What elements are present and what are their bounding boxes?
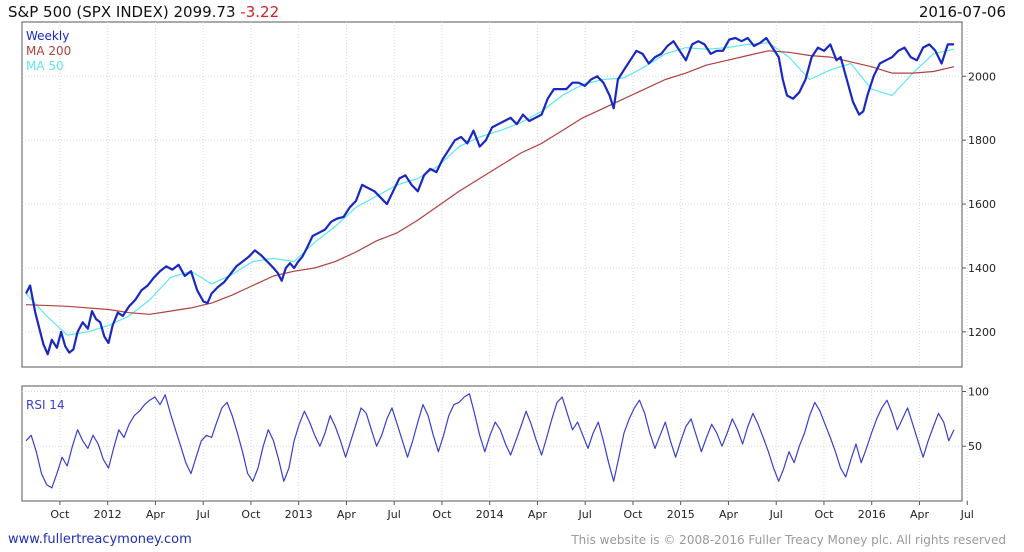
x-tick-label: Oct: [50, 508, 70, 521]
x-tick-label: 2013: [285, 508, 313, 521]
x-tick-label: Apr: [910, 508, 930, 521]
y-tick-label: 50: [968, 440, 982, 453]
legend-entry: MA 200: [26, 44, 71, 58]
x-tick-label: Oct: [814, 508, 834, 521]
copyright-notice: This website is © 2008-2016 Fuller Treac…: [571, 533, 1006, 547]
x-tick-label: Oct: [623, 508, 643, 521]
x-tick-label: Apr: [337, 508, 357, 521]
x-tick-label: Oct: [432, 508, 452, 521]
y-tick-label: 1800: [968, 134, 996, 147]
chart-title: S&P 500 (SPX INDEX) 2099.73 -3.22: [8, 3, 279, 21]
legend-entry: RSI 14: [26, 398, 65, 412]
y-tick-label: 1200: [968, 326, 996, 339]
y-tick-label: 2000: [968, 70, 996, 83]
chart-date: 2016-07-06: [918, 3, 1006, 21]
price-change: -3.22: [240, 3, 280, 21]
series-line-weekly: [25, 36, 954, 356]
x-tick-label: 2015: [667, 508, 695, 521]
x-tick-label: Jul: [960, 508, 974, 521]
y-tick-label: 1400: [968, 262, 996, 275]
x-tick-label: Apr: [719, 508, 739, 521]
symbol-name: S&P 500 (SPX INDEX): [8, 3, 169, 21]
y-tick-label: 100: [968, 385, 989, 398]
x-tick-label: 2012: [94, 508, 122, 521]
series-line-rsi-14: [25, 393, 955, 489]
last-price: 2099.73: [173, 3, 236, 21]
x-tick-label: Apr: [528, 508, 548, 521]
panel-frame-1: [21, 385, 963, 502]
legend-entry: Weekly: [26, 29, 69, 43]
x-tick-label: Apr: [146, 508, 166, 521]
y-tick-label: 1600: [968, 198, 996, 211]
x-tick-label: 2016: [858, 508, 886, 521]
x-tick-label: Jul: [387, 508, 401, 521]
x-tick-label: 2014: [476, 508, 504, 521]
x-tick-label: Oct: [241, 508, 261, 521]
series-line-ma-200: [25, 50, 955, 315]
legend-entry: MA 50: [26, 59, 64, 73]
website-link[interactable]: www.fullertreacymoney.com: [8, 532, 192, 547]
x-tick-label: Jul: [769, 508, 783, 521]
x-tick-label: Jul: [578, 508, 592, 521]
x-tick-label: Jul: [196, 508, 210, 521]
